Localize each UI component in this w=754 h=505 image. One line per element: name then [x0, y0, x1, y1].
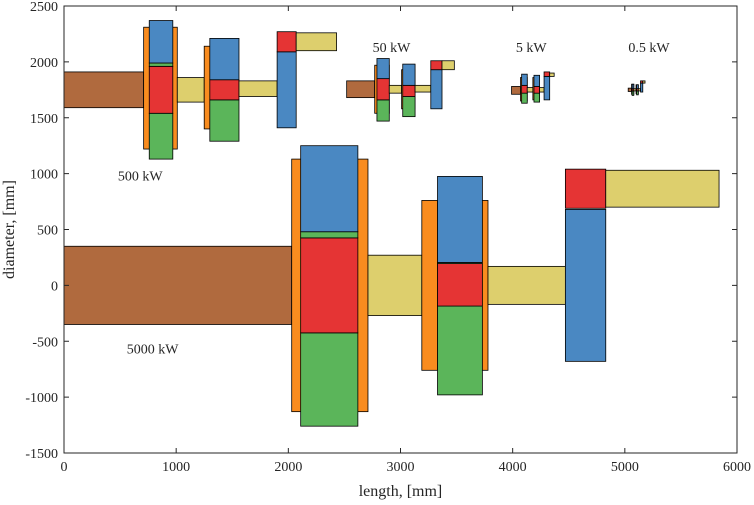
shaft-segment-blue-69 — [636, 84, 639, 90]
shaft-segment-green-62 — [631, 90, 635, 96]
shaft-segment-green-21 — [148, 62, 174, 67]
y-tick-label--1000: -1000 — [25, 391, 58, 406]
shaft-segment-red-30 — [276, 31, 297, 53]
shaft-segment-yellow-13 — [487, 265, 566, 305]
shaft-segment-blue-36 — [376, 58, 390, 80]
shaft-segment-blue-22 — [148, 20, 174, 64]
shaft-segment-orange-7 — [421, 200, 438, 371]
shaft-segment-red-3 — [300, 237, 359, 334]
shaft-segment-blue-27 — [209, 38, 240, 81]
x-axis-label: length, [mm] — [359, 483, 443, 500]
shaft-segment-yellow-51 — [526, 87, 534, 93]
y-tick-label-0: 0 — [51, 279, 58, 294]
shaft-segment-red-15 — [564, 168, 607, 209]
shaft-segment-blue-43 — [430, 69, 443, 110]
shaft-segment-blue-50 — [521, 73, 528, 86]
y-tick-label--500: -500 — [32, 335, 58, 350]
shaft-segment-brown-17 — [63, 71, 145, 109]
shaft-segment-red-40 — [402, 84, 416, 97]
shaft-segment-brown-46 — [511, 86, 521, 95]
shaft-segment-blue-41 — [402, 63, 416, 86]
shaft-segment-blue-11 — [437, 176, 483, 263]
bars-layer — [63, 20, 720, 427]
shaft-segment-blue-57 — [543, 76, 551, 101]
shaft-segment-yellow-16 — [605, 169, 720, 208]
power-annotation-4: 5000 kW — [127, 343, 180, 358]
shaft-segment-red-35 — [376, 78, 390, 101]
shaft-segment-green-34 — [376, 99, 390, 122]
shaft-segment-green-67 — [636, 90, 639, 96]
power-annotation-3: 500 kW — [118, 169, 164, 184]
shaft-segment-red-44 — [430, 60, 443, 71]
shaft-segment-red-49 — [521, 84, 528, 94]
shaft-segment-green-4 — [300, 231, 359, 239]
shaft-segment-yellow-23 — [176, 77, 205, 103]
y-tick-label-2000: 2000 — [30, 56, 58, 71]
shaft-segment-green-48 — [521, 92, 528, 104]
shaft-segment-green-39 — [402, 96, 416, 118]
shaft-segment-brown-0 — [63, 245, 293, 325]
shaft-segment-orange-12 — [481, 200, 489, 371]
shaft-segment-red-20 — [148, 65, 174, 114]
shaft-segment-blue-5 — [300, 145, 359, 233]
shaft-segment-red-58 — [543, 71, 551, 77]
shaft-segment-yellow-6 — [367, 254, 423, 316]
x-tick-label-0: 0 — [61, 460, 68, 475]
power-annotation-1: 5 kW — [516, 41, 548, 56]
y-axis-label: diameter, [mm] — [1, 180, 18, 279]
shaft-segment-yellow-42 — [414, 84, 432, 93]
shaft-segment-yellow-31 — [295, 32, 337, 52]
shaft-segment-yellow-45 — [441, 60, 455, 71]
shaft-segment-green-25 — [209, 99, 240, 142]
shaft-segment-yellow-28 — [238, 80, 278, 97]
shaft-segment-red-54 — [533, 86, 540, 94]
x-tick-label-6000: 6000 — [723, 460, 751, 475]
shaft-segment-blue-71 — [640, 82, 644, 93]
shaft-segment-red-26 — [209, 79, 240, 101]
shaft-segment-red-9 — [437, 263, 483, 307]
y-tick-label-500: 500 — [37, 224, 58, 239]
shaft-segment-brown-32 — [346, 80, 376, 99]
shaft-segment-yellow-56 — [539, 87, 545, 93]
x-tick-label-3000: 3000 — [387, 460, 415, 475]
y-tick-label--1500: -1500 — [25, 447, 58, 462]
x-tick-label-4000: 4000 — [499, 460, 527, 475]
power-annotation-0: 50 kW — [373, 41, 412, 56]
shaft-segment-yellow-59 — [549, 72, 555, 77]
shaft-segment-green-2 — [300, 332, 359, 427]
shaft-segment-blue-14 — [564, 208, 607, 362]
shaft-segment-brown-60 — [627, 87, 632, 92]
ticks-layer: 0 1000 2000 3000 4000 5000 6000-1500-1000-5000… — [25, 0, 751, 475]
y-tick-label-2500: 2500 — [30, 0, 58, 15]
shaft-segment-blue-64 — [631, 83, 635, 90]
x-tick-label-2000: 2000 — [274, 460, 302, 475]
shaft-segment-blue-29 — [276, 51, 297, 129]
y-tick-label-1500: 1500 — [30, 112, 58, 127]
shaft-segment-blue-55 — [533, 74, 540, 87]
annotations-layer: 50 kW 5 kW 0.5 kW 500 kW 5000 kW — [118, 41, 670, 358]
shaft-segment-green-53 — [533, 92, 540, 103]
x-tick-label-1000: 1000 — [162, 460, 190, 475]
x-tick-label-5000: 5000 — [611, 460, 639, 475]
shaft-segment-yellow-37 — [388, 84, 403, 94]
shaft-segment-yellow-73 — [642, 80, 646, 84]
shaft-segment-green-19 — [148, 112, 174, 160]
power-annotation-2: 0.5 kW — [628, 41, 670, 56]
y-tick-label-1000: 1000 — [30, 168, 58, 183]
shaft-segment-green-8 — [437, 305, 483, 396]
